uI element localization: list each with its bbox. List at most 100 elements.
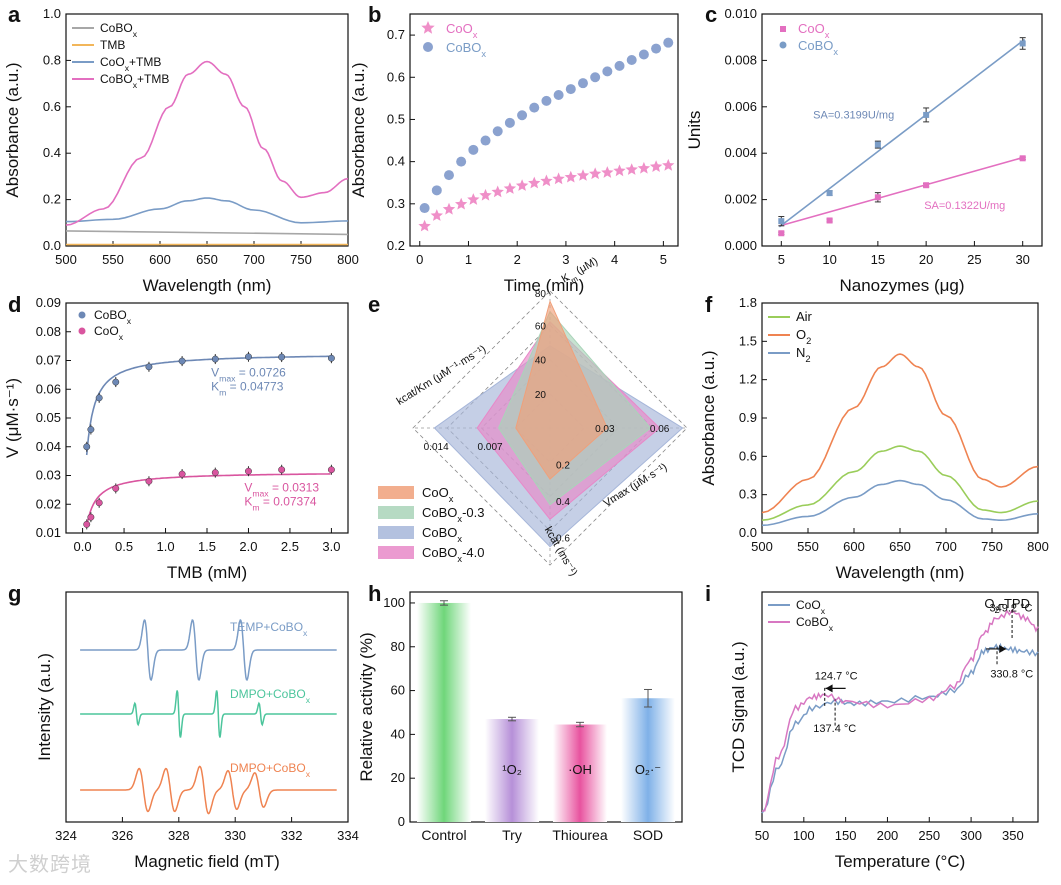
legend-label: CoOx	[796, 598, 826, 616]
x-tick-label: 750	[290, 252, 312, 267]
text-run: +TMB	[129, 55, 161, 69]
data-point-star	[430, 209, 443, 221]
panel-f: 500 550 600 650 700 750 800 0.0 0.3 0.6 0.9 1.2 1.5 1…	[699, 295, 1049, 582]
x-tick-label: 200	[877, 828, 899, 843]
data-point-square	[923, 182, 930, 189]
text-run: K	[244, 495, 252, 509]
series-line	[65, 60, 349, 226]
y-tick-label: 1.2	[739, 372, 757, 387]
data-point-circle	[553, 89, 564, 100]
radar-tick: 20	[535, 390, 547, 401]
text-run: V	[211, 365, 219, 379]
data-point-square	[826, 217, 833, 224]
x-tick-label: 1.5	[198, 539, 216, 554]
annotation: 349.2 °C	[989, 603, 1032, 615]
y-axis-label: V (μM·s⁻¹)	[3, 378, 22, 458]
data-point-square	[1019, 40, 1026, 47]
plot-frame	[409, 13, 679, 247]
x-tick-label: 332	[281, 828, 303, 843]
text-run: V (μM·s⁻¹)	[3, 378, 22, 458]
y-tick-label: 0.7	[387, 27, 405, 42]
x-axis-label: Time (min)	[504, 276, 585, 295]
panel-letter-e: e	[368, 292, 380, 317]
data-point-square	[1019, 155, 1026, 162]
subscript: x	[833, 47, 838, 57]
x-tick-label: 30	[1015, 252, 1029, 267]
data-point-circle	[87, 513, 95, 521]
legend-marker	[78, 311, 86, 319]
data-point-star	[418, 219, 431, 232]
text-run: CoO	[798, 21, 825, 36]
x-tick-label: 550	[797, 539, 819, 554]
panel-letter-b: b	[368, 2, 381, 27]
text-run: CoBO	[798, 38, 833, 53]
x-tick-label: 100	[793, 828, 815, 843]
data-point-circle	[456, 156, 467, 167]
subscript: x	[457, 534, 462, 544]
x-tick-label: 500	[751, 539, 773, 554]
radar-tick: 0.06	[650, 424, 670, 435]
watermark: 大数跨境	[8, 852, 92, 876]
x-tick-label: 25	[967, 252, 981, 267]
x-tick-label: 3	[562, 252, 569, 267]
y-tick-label: 0.01	[36, 525, 61, 540]
data-point-star	[625, 163, 638, 175]
text-run: CoBO	[422, 505, 457, 520]
legend-marker	[78, 327, 86, 335]
y-tick-label: 40	[391, 726, 405, 741]
fit-line	[779, 156, 1025, 227]
legend-label: CoBOx	[446, 40, 486, 59]
y-tick-label: 0.4	[387, 154, 405, 169]
subscript: 2	[994, 605, 999, 615]
text-run: Absorbance (a.u.)	[349, 62, 368, 197]
subscript: x	[825, 30, 830, 40]
text-run: CoBO	[446, 40, 481, 55]
data-point-circle	[278, 466, 286, 474]
data-point-circle	[638, 49, 649, 60]
panel-letter-d: d	[8, 292, 21, 317]
arrow-head	[999, 644, 1007, 653]
data-point-square	[874, 194, 881, 201]
text-run: Magnetic field (mT)	[134, 852, 279, 871]
text-run: CoO	[446, 21, 473, 36]
series-label: TEMP+CoBOx	[230, 620, 308, 638]
data-point-star	[637, 161, 651, 174]
x-tick-label: 2	[514, 252, 521, 267]
data-point-star	[503, 182, 517, 194]
y-tick-label: 0.07	[36, 353, 61, 368]
y-tick-label: 0.02	[36, 496, 61, 511]
panel-c: 5 10 15 20 25 30 0.000 0.002 0.004 0.006 0.008 0.01…	[685, 6, 1043, 295]
x-axis-label: Wavelength (nm)	[143, 276, 272, 295]
data-point-square	[923, 111, 930, 118]
text-run: Units	[685, 111, 704, 150]
y-axis-label: Units	[685, 111, 704, 150]
text-run: +TMB	[137, 72, 169, 86]
legend-swatch	[378, 546, 414, 559]
legend-label: Air	[796, 309, 813, 324]
x-tick-label: 324	[55, 828, 77, 843]
plot-frame	[65, 591, 349, 823]
x-tick-label: 0	[416, 252, 423, 267]
subscript: m	[569, 274, 580, 285]
subscript: max	[219, 373, 236, 383]
x-tick-label: 150	[835, 828, 857, 843]
x-tick-label: 750	[981, 539, 1003, 554]
data-point-circle	[327, 354, 335, 362]
data-point-circle	[492, 126, 503, 137]
text-run: -0.3	[462, 505, 484, 520]
text-run: TEMP+	[230, 620, 270, 634]
text-run: = 0.07374	[260, 495, 317, 509]
panel-a: 500 550 600 650 700 750 800 0.0 0.2 0.4 0.6 0.8 1.0 W…	[3, 6, 359, 295]
x-tick-label: 5	[778, 252, 785, 267]
legend-label: CoOx	[446, 21, 478, 40]
y-tick-label: 20	[391, 770, 405, 785]
data-point-square	[874, 141, 881, 148]
bar-control	[417, 602, 471, 822]
data-point-circle	[541, 95, 552, 106]
fit-curve	[85, 355, 331, 456]
text-run: CoO	[796, 598, 821, 612]
data-point-star	[528, 176, 541, 189]
data-point-star	[662, 158, 675, 171]
legend-swatch	[378, 506, 414, 519]
data-point-circle	[577, 78, 588, 89]
